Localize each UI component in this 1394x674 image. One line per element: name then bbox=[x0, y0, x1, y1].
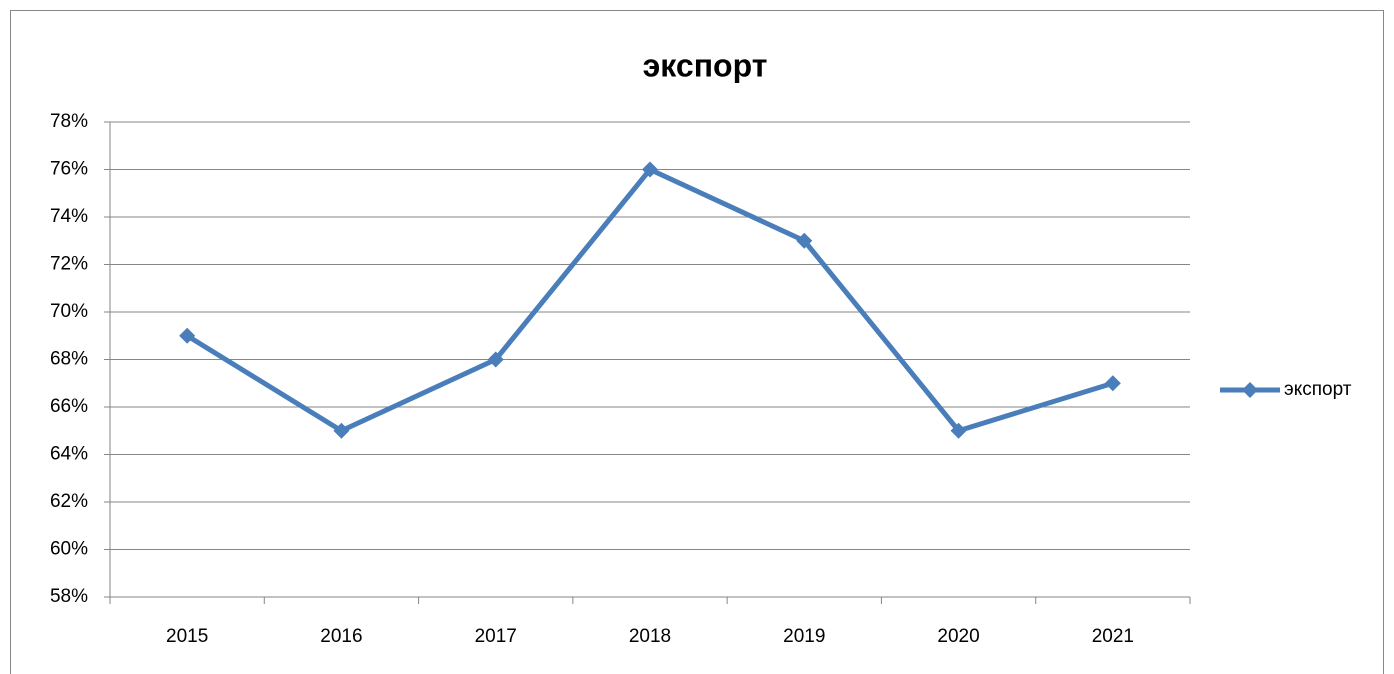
point bbox=[1104, 375, 1121, 392]
chart-frame bbox=[10, 10, 1384, 674]
point bbox=[333, 422, 350, 439]
y-tick-label: 60% bbox=[50, 539, 88, 560]
y-tick-label: 72% bbox=[50, 254, 88, 275]
y-tick-label: 76% bbox=[50, 159, 88, 180]
y-tick-label: 58% bbox=[50, 586, 88, 607]
point bbox=[796, 232, 813, 249]
y-tick-label: 64% bbox=[50, 444, 88, 465]
x-tick-label: 2019 bbox=[783, 626, 825, 647]
x-tick-label: 2018 bbox=[629, 626, 671, 647]
x-tick-label: 2017 bbox=[475, 626, 517, 647]
point bbox=[950, 422, 967, 439]
chart-title: экспорт bbox=[643, 47, 768, 83]
legend-marker bbox=[1242, 382, 1258, 398]
x-tick-label: 2016 bbox=[320, 626, 362, 647]
y-tick-label: 70% bbox=[50, 301, 88, 322]
x-tick-label: 2020 bbox=[937, 626, 979, 647]
y-tick-label: 74% bbox=[50, 206, 88, 227]
x-tick-label: 2015 bbox=[166, 626, 208, 647]
y-tick-label: 78% bbox=[50, 111, 88, 132]
x-tick-label: 2021 bbox=[1092, 626, 1134, 647]
point bbox=[179, 327, 196, 344]
legend-label: экспорт bbox=[1284, 379, 1352, 400]
y-tick-label: 66% bbox=[50, 396, 88, 417]
y-tick-label: 68% bbox=[50, 349, 88, 370]
point bbox=[487, 351, 504, 368]
y-tick-label: 62% bbox=[50, 491, 88, 512]
point bbox=[642, 161, 658, 178]
